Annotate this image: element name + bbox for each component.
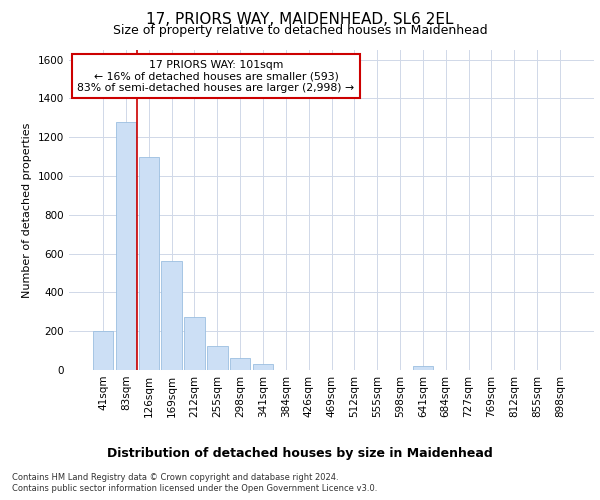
Text: Contains public sector information licensed under the Open Government Licence v3: Contains public sector information licen… xyxy=(12,484,377,493)
Text: Size of property relative to detached houses in Maidenhead: Size of property relative to detached ho… xyxy=(113,24,487,37)
Bar xyxy=(139,156,159,370)
Text: Distribution of detached houses by size in Maidenhead: Distribution of detached houses by size … xyxy=(107,448,493,460)
Bar xyxy=(161,262,182,370)
Bar xyxy=(207,346,227,370)
Text: 17 PRIORS WAY: 101sqm
← 16% of detached houses are smaller (593)
83% of semi-det: 17 PRIORS WAY: 101sqm ← 16% of detached … xyxy=(77,60,355,93)
Bar xyxy=(253,364,273,370)
Y-axis label: Number of detached properties: Number of detached properties xyxy=(22,122,32,298)
Text: Contains HM Land Registry data © Crown copyright and database right 2024.: Contains HM Land Registry data © Crown c… xyxy=(12,472,338,482)
Text: 17, PRIORS WAY, MAIDENHEAD, SL6 2EL: 17, PRIORS WAY, MAIDENHEAD, SL6 2EL xyxy=(146,12,454,28)
Bar xyxy=(184,316,205,370)
Bar xyxy=(116,122,136,370)
Bar xyxy=(93,331,113,370)
Bar xyxy=(413,366,433,370)
Bar xyxy=(230,358,250,370)
